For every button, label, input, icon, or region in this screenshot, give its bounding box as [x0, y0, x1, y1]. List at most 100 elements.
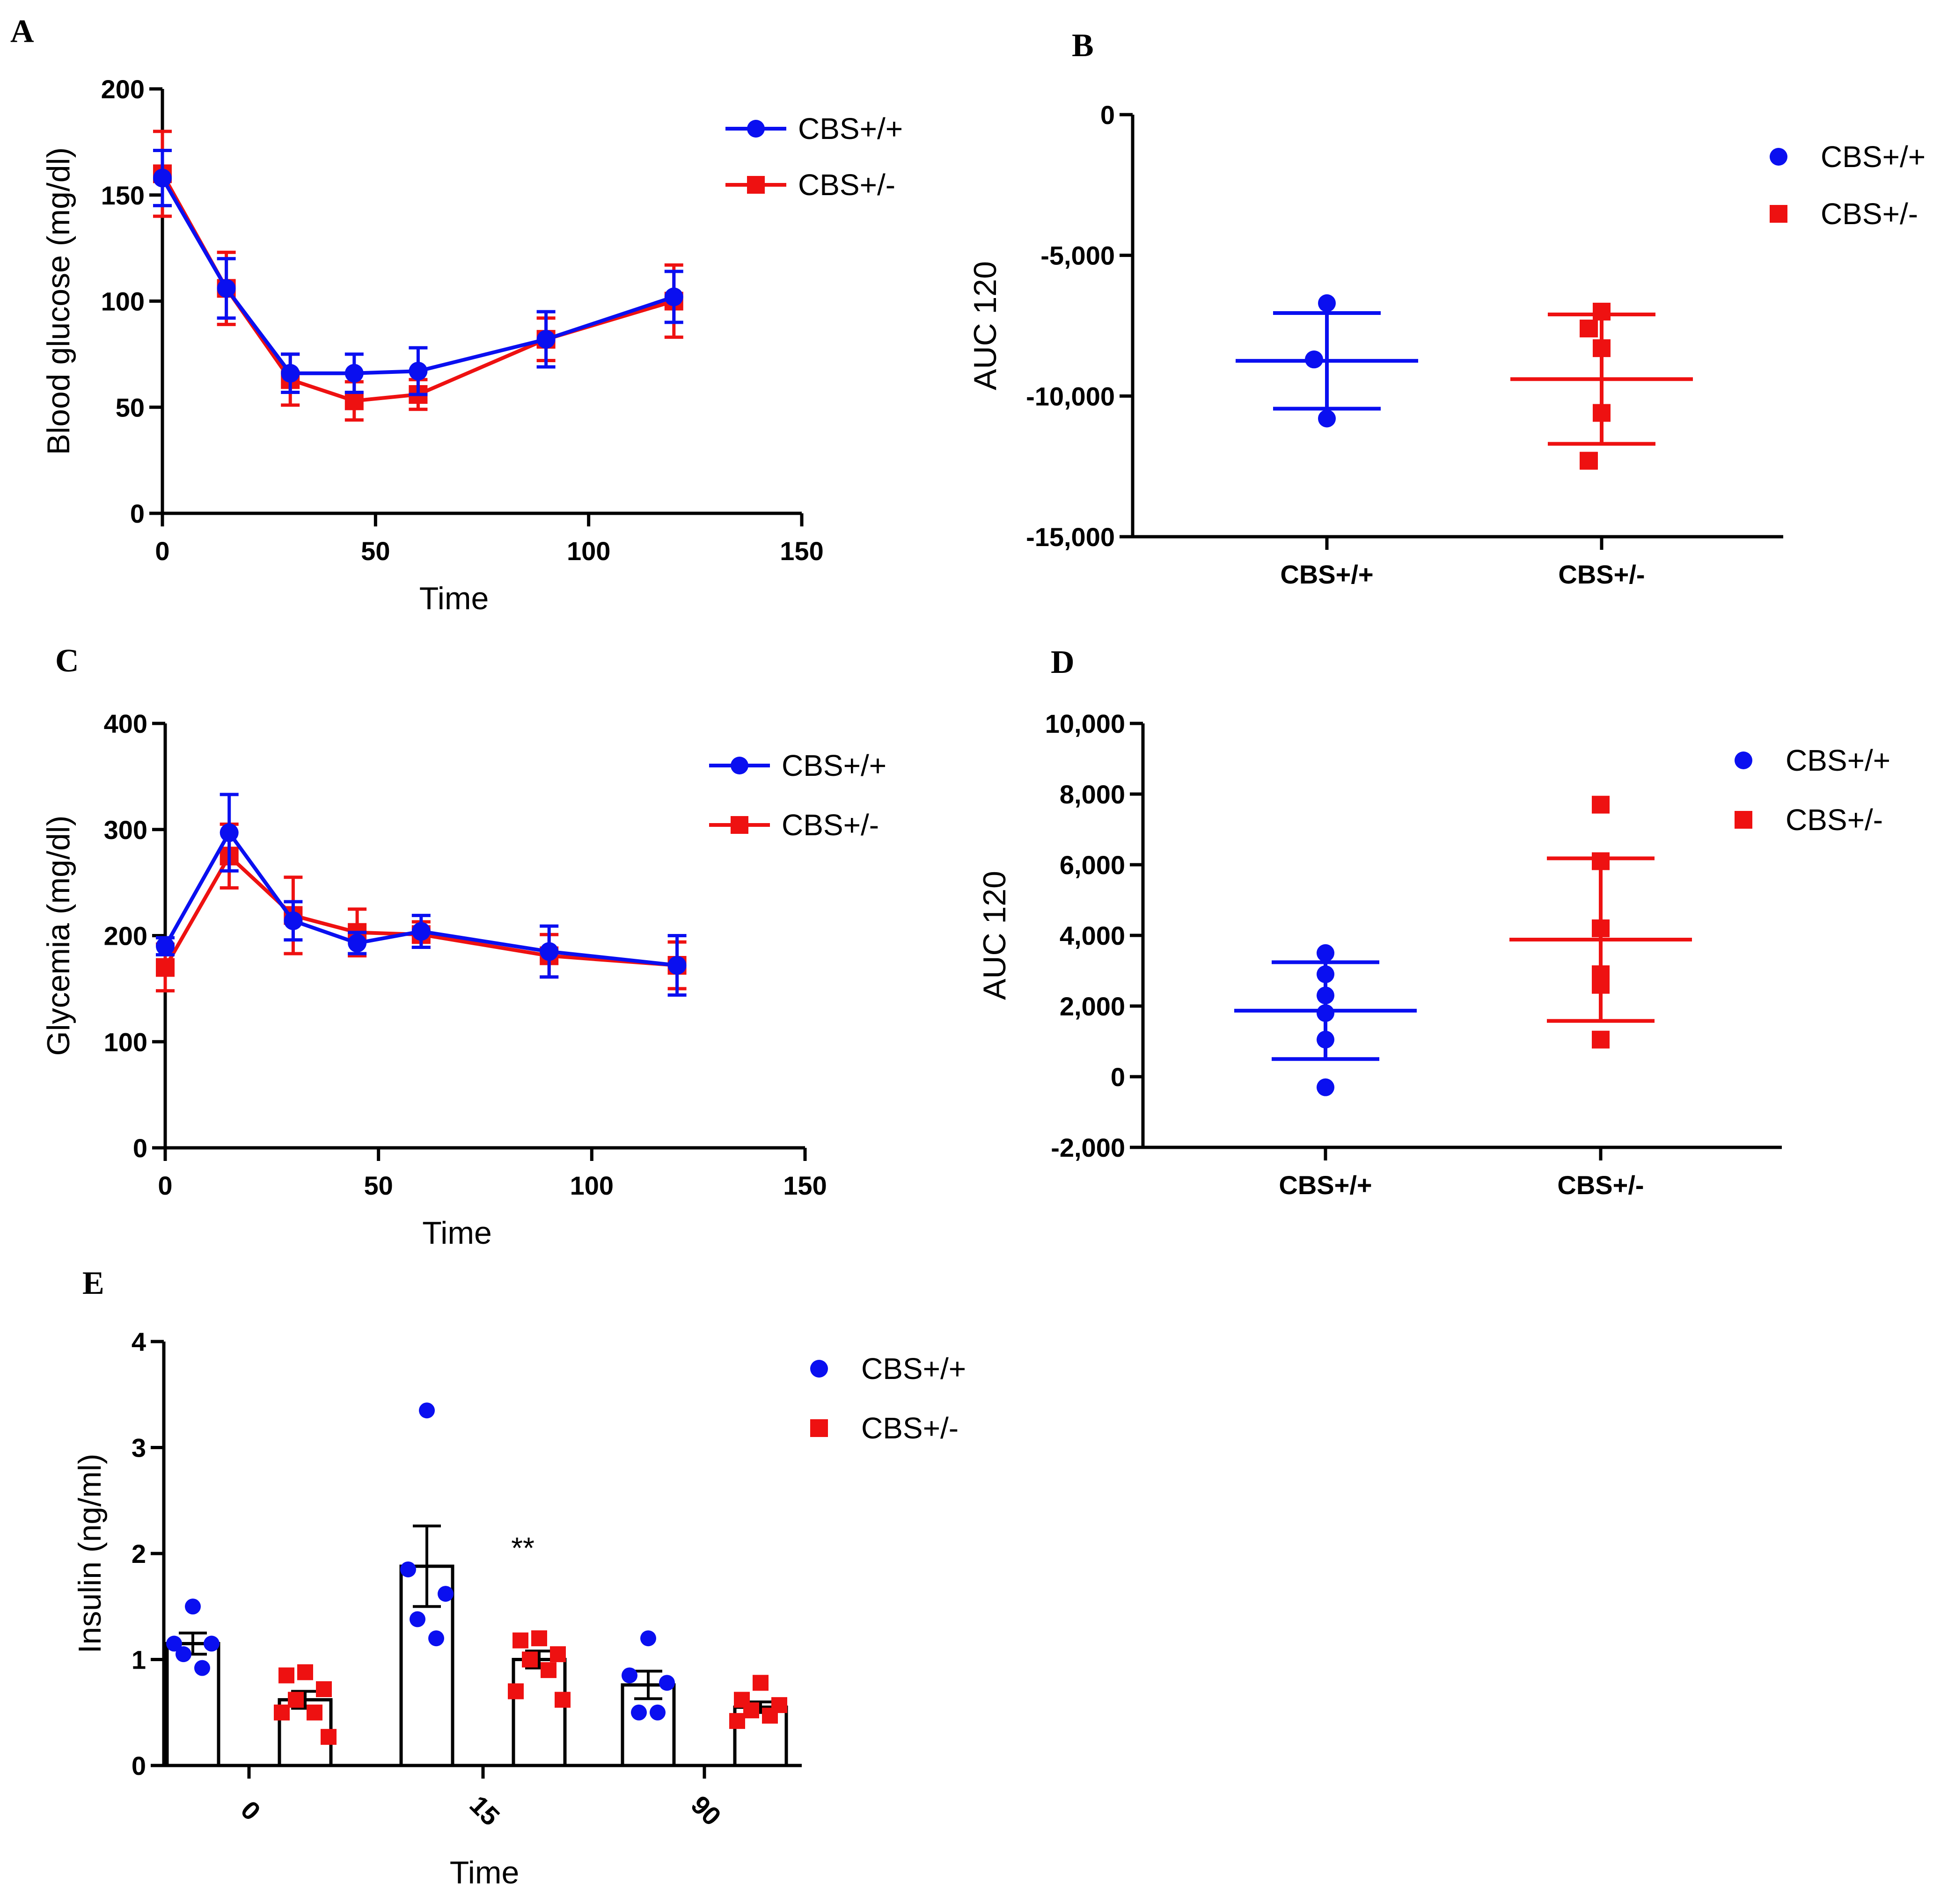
y-tick-label: 0 — [1111, 1062, 1125, 1092]
x-tick-label: 50 — [361, 536, 390, 566]
data-point — [204, 1635, 220, 1652]
data-point — [541, 1662, 556, 1678]
data-point — [348, 934, 367, 953]
data-point — [156, 958, 175, 977]
panel-label-D: D — [1051, 644, 1075, 680]
data-point — [1317, 1004, 1334, 1022]
data-point — [513, 1632, 528, 1649]
data-point — [194, 1660, 210, 1676]
data-point — [753, 1675, 769, 1691]
y-tick-label: -5,000 — [1040, 241, 1115, 270]
y-axis-title: Blood glucose (mg/dl) — [41, 147, 76, 455]
x-axis-title: Time — [419, 581, 489, 616]
data-point — [321, 1729, 337, 1745]
chart-C: 0 50 100 150 Time 0 100 200 300 400 Glycemia (mg/d… — [41, 709, 886, 1251]
x-tick-label: 0 — [235, 1795, 266, 1826]
data-point — [297, 1664, 313, 1680]
data-point — [284, 911, 303, 930]
data-point — [622, 1667, 637, 1684]
y-tick-label: 100 — [101, 287, 145, 316]
legend-marker-CBS+/+ — [747, 120, 765, 138]
bar — [512, 1658, 567, 1767]
x-axis-title: Time — [450, 1855, 520, 1890]
y-tick-label: 4,000 — [1060, 921, 1125, 950]
data-point — [650, 1704, 666, 1721]
data-point — [640, 1630, 656, 1647]
data-point — [631, 1704, 647, 1721]
data-point — [411, 922, 431, 941]
data-point — [156, 937, 175, 956]
data-point — [316, 1681, 332, 1697]
data-point — [540, 942, 559, 961]
chart-B: CBS+/+ CBS+/- 0 -5,000 -10,000 -15,000 AUC 120… — [967, 100, 1926, 589]
y-tick-label: 100 — [104, 1027, 147, 1057]
data-point — [1592, 795, 1610, 814]
y-tick-label: 0 — [1100, 100, 1115, 130]
x-tick-label: 15 — [464, 1790, 505, 1831]
data-point — [307, 1704, 322, 1721]
y-axis-title: Insulin (ng/ml) — [72, 1453, 108, 1653]
data-point — [667, 956, 687, 975]
y-tick-label: 300 — [104, 815, 147, 845]
data-point — [153, 168, 172, 188]
legend-marker-CBS+/+ — [731, 757, 748, 774]
x-tick-label: 50 — [364, 1171, 393, 1200]
data-point — [220, 823, 239, 842]
data-point — [1318, 294, 1336, 312]
y-tick-label: 8,000 — [1060, 780, 1125, 809]
data-point — [1580, 452, 1598, 470]
legend-label: CBS+/+ — [798, 112, 903, 146]
data-point — [664, 287, 683, 306]
data-point — [1580, 320, 1598, 338]
legend-marker-CBS+/- — [1735, 811, 1752, 829]
y-tick-label: 200 — [104, 921, 147, 951]
data-point — [1592, 976, 1610, 994]
legend-label: CBS+/+ — [782, 749, 886, 782]
x-tick-label: 0 — [155, 536, 169, 566]
panel-label-E: E — [82, 1265, 104, 1301]
panel-labels: A B C D E — [10, 14, 1094, 1301]
data-point — [531, 1630, 547, 1647]
legend-marker-CBS+/+ — [1770, 148, 1787, 166]
y-tick-label: 50 — [116, 393, 145, 422]
legend-marker-CBS+/- — [747, 176, 765, 194]
y-tick-label: 400 — [104, 709, 147, 738]
series-line — [161, 177, 675, 375]
legend-label: CBS+/+ — [1786, 744, 1890, 777]
data-point — [743, 1702, 759, 1719]
y-tick-label: 0 — [132, 1751, 146, 1780]
panel-label-B: B — [1072, 28, 1094, 64]
legend-marker-CBS+/+ — [1735, 751, 1752, 769]
data-point — [1592, 1030, 1610, 1049]
x-tick-label: 150 — [780, 536, 823, 566]
data-point — [762, 1707, 778, 1724]
y-tick-label: 2,000 — [1060, 992, 1125, 1021]
x-tick-label: CBS+/+ — [1280, 560, 1373, 589]
group-CBS+/- — [1509, 795, 1692, 1049]
data-point — [659, 1675, 675, 1691]
legend-marker-CBS+/- — [731, 816, 748, 834]
data-point — [1592, 852, 1610, 870]
series-CBS+/+ — [156, 793, 687, 997]
x-tick-label: 90 — [685, 1790, 727, 1831]
y-tick-label: 2 — [132, 1539, 146, 1568]
group-CBS+/+ — [1234, 944, 1417, 1096]
legend-label: CBS+/- — [782, 808, 879, 842]
x-tick-label: 100 — [567, 536, 610, 566]
data-point — [555, 1692, 571, 1708]
series-CBS+/- — [156, 822, 687, 992]
data-point — [217, 279, 236, 298]
data-point — [1593, 404, 1611, 422]
y-tick-label: 6,000 — [1060, 850, 1125, 880]
legend-label: CBS+/+ — [1821, 140, 1926, 174]
y-tick-label: 0 — [130, 499, 145, 528]
y-axis-title: AUC 120 — [967, 261, 1003, 390]
y-tick-label: 3 — [132, 1433, 146, 1463]
data-point — [400, 1561, 416, 1577]
y-tick-label: 10,000 — [1045, 709, 1125, 738]
data-point — [1593, 302, 1611, 321]
panel-label-A: A — [10, 14, 34, 50]
legend-label: CBS+/- — [1786, 803, 1883, 837]
y-tick-label: -10,000 — [1026, 381, 1115, 411]
data-point — [1305, 350, 1323, 369]
